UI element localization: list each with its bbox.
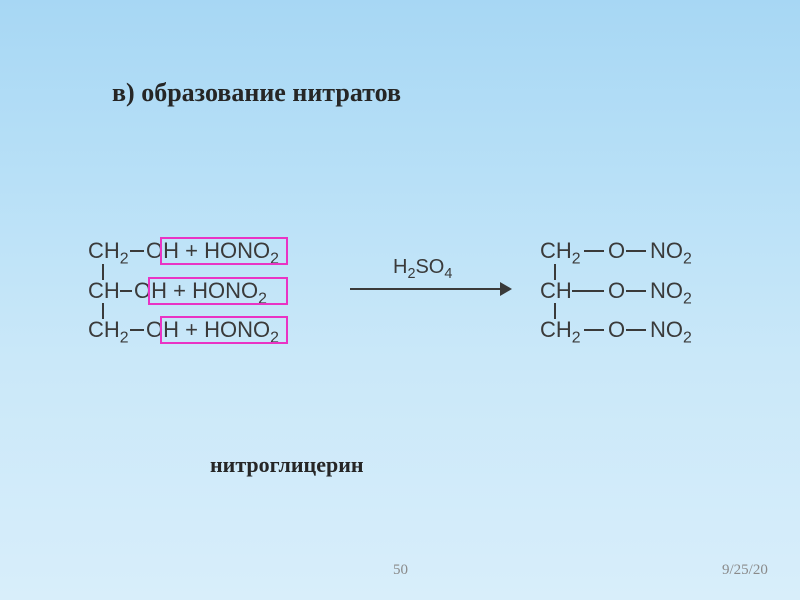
ch-part: CH [88,278,120,303]
product-row-2-no: NO2 [650,278,692,304]
catalyst-h: H [393,256,407,278]
reaction-arrow-line [350,288,502,290]
footer-date: 9/25/20 [722,562,768,579]
highlight-box-3 [160,316,288,344]
pch-sub: 2 [572,250,581,267]
p-no-sub: 2 [683,329,692,346]
pch: CH [540,317,572,342]
catalyst-label: H2SO4 [393,256,452,279]
bond-dash-r2b [626,290,646,292]
reactant-row-2: CH [88,278,120,304]
bond-vertical-left-1 [102,264,104,280]
product-row-3-no: NO2 [650,317,692,343]
catalyst-so: SO [415,256,444,278]
catalyst-sub2: 4 [444,266,452,282]
p-no: NO [650,317,683,342]
p-o: O [608,278,625,303]
p-o: O [608,317,625,342]
p-no: NO [650,278,683,303]
footer-page-number: 50 [393,562,408,579]
bond-dash-left-3 [130,329,144,331]
product-row-3-ch: CH2 [540,317,581,343]
product-row-2-o: O [608,278,625,304]
ch-part: CH [88,317,120,342]
highlight-box-2 [148,277,288,305]
bond-dash-r3a [584,329,604,331]
bond-dash-left-1 [130,250,144,252]
product-row-3-o: O [608,317,625,343]
product-row-2-ch: CH [540,278,572,304]
product-caption: нитроглицерин [210,452,364,478]
reaction-arrow-head [500,282,512,296]
product-row-1-o: O [608,238,625,264]
reactant-row-1: CH2 [88,238,129,264]
product-row-1-no: NO2 [650,238,692,264]
reactant-row-3: CH2 [88,317,129,343]
p-no: NO [650,238,683,263]
pch: CH [540,238,572,263]
ch-part: CH [88,238,120,263]
bond-dash-r2a [572,290,604,292]
p-o: O [608,238,625,263]
p-no-sub: 2 [683,290,692,307]
bond-dash-r3b [626,329,646,331]
ch-sub: 2 [120,250,129,267]
bond-dash-r1b [626,250,646,252]
highlight-box-1 [160,237,288,265]
p-no-sub: 2 [683,250,692,267]
slide-title: в) образование нитратов [112,78,401,108]
pch: CH [540,278,572,303]
bond-vertical-right-2 [554,303,556,319]
bond-vertical-right-1 [554,264,556,280]
pch-sub: 2 [572,329,581,346]
bond-dash-r1a [584,250,604,252]
bond-vertical-left-2 [102,303,104,319]
bond-dash-left-2 [120,290,132,292]
ch-sub: 2 [120,329,129,346]
product-row-1-ch: CH2 [540,238,581,264]
